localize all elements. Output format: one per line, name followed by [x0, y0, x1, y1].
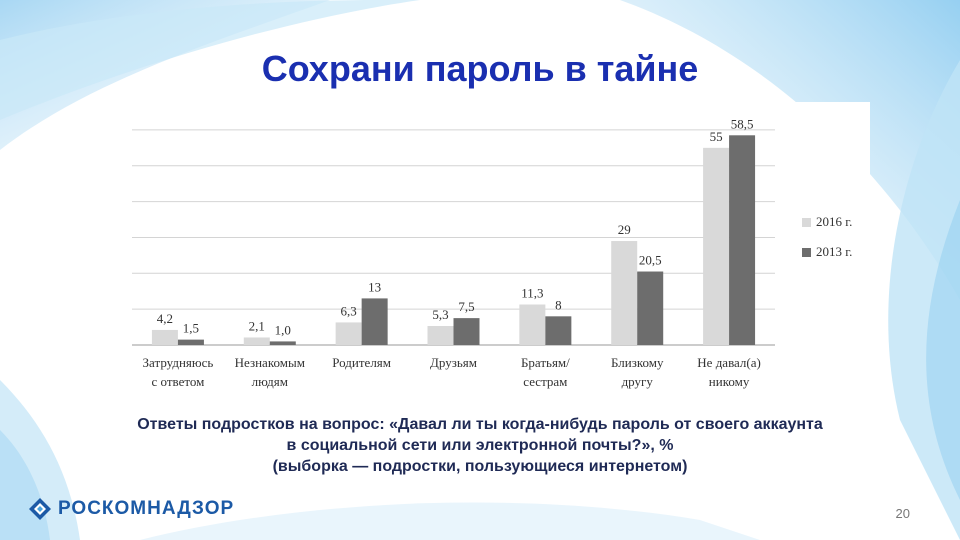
legend-swatch-2016	[802, 218, 811, 227]
legend-label: 2013 г.	[816, 244, 852, 259]
category-label: сестрам	[523, 374, 567, 389]
data-label: 13	[368, 279, 381, 294]
bar-2016	[703, 147, 730, 345]
page-number: 20	[895, 506, 910, 521]
bar-2013	[453, 318, 480, 345]
data-label: 1,5	[183, 321, 199, 336]
caption-line-1: Ответы подростков на вопрос: «Давал ли т…	[137, 416, 823, 433]
bar-2016	[427, 326, 454, 345]
chart-panel: 4,2 1,5 Затрудняюсь с ответом 2,1 1,0 Незнаком…	[130, 102, 870, 400]
bar-2016	[611, 241, 638, 345]
category-label: Братьям/	[521, 355, 570, 370]
category-label: Незнакомым	[235, 355, 305, 370]
bar-2016	[335, 322, 362, 345]
data-label: 20,5	[639, 253, 662, 268]
bar-2013	[637, 271, 664, 345]
data-label: 1,0	[275, 322, 291, 337]
category-label: с ответом	[151, 374, 204, 389]
category-label: Близкому	[611, 355, 664, 370]
logo-emblem-icon	[29, 498, 51, 520]
bar-2013	[177, 339, 204, 345]
bar-2016	[151, 329, 178, 345]
slide-title: Сохрани пароль в тайне	[261, 48, 699, 89]
legend-label: 2016 г.	[816, 214, 852, 229]
category-label: никому	[709, 374, 750, 389]
data-label: 6,3	[341, 303, 357, 318]
chart-caption: Ответы подростков на вопрос: «Давал ли т…	[60, 414, 900, 477]
bar-2013	[361, 298, 388, 345]
bar-2016	[243, 337, 270, 345]
data-label: 7,5	[458, 299, 474, 314]
roskomnadzor-logo: РОСКОМНАДЗОР	[28, 496, 234, 522]
data-label: 55	[710, 129, 723, 144]
data-label: 4,2	[157, 311, 173, 326]
bar-2013	[729, 135, 756, 345]
category-label: Родителям	[332, 355, 391, 370]
data-label: 8	[555, 297, 562, 312]
bar-2013	[545, 316, 572, 345]
data-label: 11,3	[521, 285, 543, 300]
logo-text: РОСКОМНАДЗОР	[58, 498, 235, 519]
caption-line-2: в социальной сети или электронной почты?…	[286, 437, 674, 454]
data-label: 58,5	[731, 116, 754, 131]
bar-chart: 4,2 1,5 Затрудняюсь с ответом 2,1 1,0 Незнаком…	[132, 116, 852, 389]
category-label: людям	[252, 374, 288, 389]
bar-2016	[519, 304, 546, 345]
category-label: другу	[622, 374, 654, 389]
caption-line-3: (выборка — подростки, пользующиеся интер…	[272, 458, 688, 475]
category-label: Друзьям	[430, 355, 477, 370]
legend-swatch-2013	[802, 248, 811, 257]
category-label: Не давал(а)	[697, 355, 761, 370]
data-label: 2,1	[249, 318, 265, 333]
bar-2013	[269, 341, 296, 345]
data-label: 29	[618, 222, 631, 237]
category-label: Затрудняюсь	[143, 355, 214, 370]
data-label: 5,3	[432, 307, 448, 322]
